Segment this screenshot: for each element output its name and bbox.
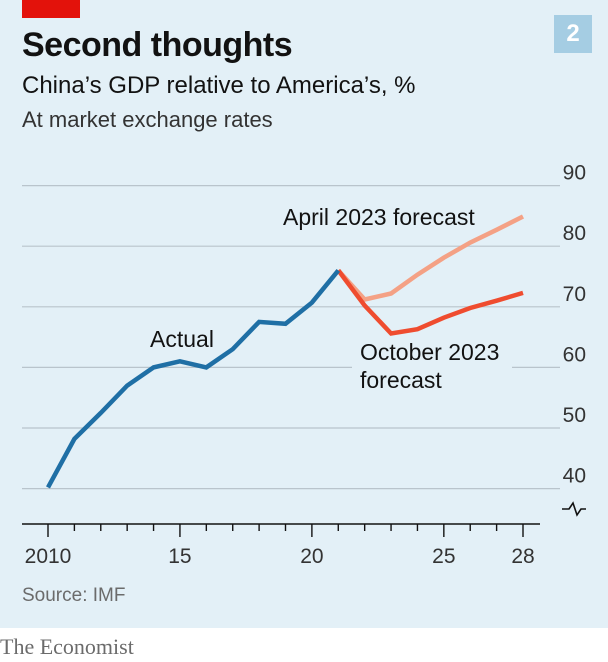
x-tick-label: 2010 — [25, 545, 72, 568]
x-tick-label: 20 — [300, 545, 323, 568]
x-tick-label: 28 — [511, 545, 534, 568]
chart-subtitle: China’s GDP relative to America’s, % — [22, 72, 416, 99]
y-tick-label: 90 — [563, 162, 586, 185]
y-tick-label: 70 — [563, 283, 586, 306]
line-chart: 40 50 60 70 80 90 2010 15 20 25 28 Actual April 2023… — [22, 162, 586, 568]
y-tick-label: 60 — [563, 343, 586, 366]
chart-number-badge: 2 — [554, 15, 592, 53]
brand-logo: The Economist — [0, 634, 134, 659]
x-tick-label: 15 — [168, 545, 191, 568]
annotation-october-2023-line2: forecast — [360, 367, 442, 393]
series-line-april-2023-forecast — [336, 214, 525, 302]
chart-units-note: At market exchange rates — [22, 107, 273, 132]
annotation-october-2023-line1: October 2023 — [360, 339, 499, 365]
y-tick-label: 80 — [563, 222, 586, 245]
y-tick-label: 40 — [563, 465, 586, 488]
brand-tag — [22, 0, 80, 18]
series-line-october-2023-forecast — [336, 269, 524, 336]
series-line-actual — [46, 268, 341, 489]
annotation-october-backdrop — [352, 336, 512, 394]
annotation-april-2023-forecast: April 2023 forecast — [283, 204, 475, 230]
annotation-actual: Actual — [150, 326, 214, 352]
y-tick-label: 50 — [563, 404, 586, 427]
x-tick-label: 25 — [432, 545, 455, 568]
chart-title: Second thoughts — [22, 26, 293, 64]
axis-break-icon — [562, 501, 586, 517]
source-note: Source: IMF — [22, 585, 126, 606]
